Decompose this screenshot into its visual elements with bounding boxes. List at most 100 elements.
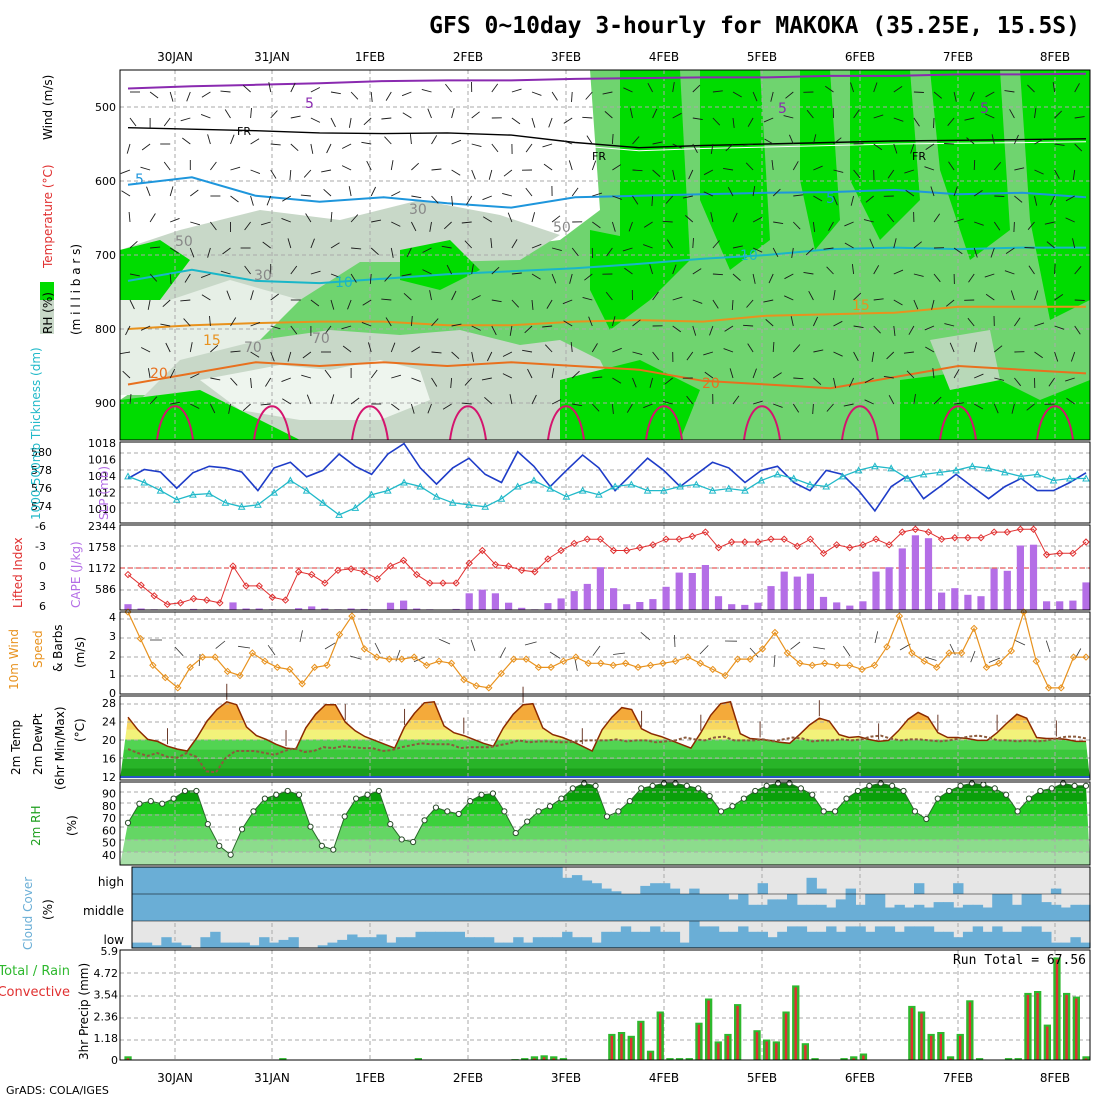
rh-marker: [204, 821, 211, 828]
wind-barb: [220, 270, 231, 275]
wind-barb: [445, 83, 452, 93]
cloud-middle-bar: [298, 894, 309, 921]
wind-barb: [729, 368, 734, 379]
cape-tick-label: 1758: [88, 541, 116, 554]
wind-barb: [692, 299, 703, 304]
cloud-middle-bar: [581, 894, 593, 921]
panel-frame: [119, 524, 1091, 611]
cloud-low-bar: [220, 942, 231, 948]
wind-barb: [527, 368, 533, 379]
cloud-middle-bar: [630, 894, 641, 921]
cloud-high-bar: [298, 867, 309, 894]
wind-barb: [692, 237, 694, 249]
wind-barb: [147, 299, 151, 310]
wind-barb: [833, 290, 836, 301]
cape-bar: [452, 608, 460, 610]
rh-marker: [1014, 808, 1021, 815]
date-label-top: 3FEB: [551, 50, 581, 64]
thickness-marker: [530, 476, 538, 484]
wind-barb: [953, 247, 963, 255]
wind-barb: [491, 143, 499, 153]
cape-bar: [400, 600, 408, 610]
cloud-high-bar: [376, 867, 387, 894]
heating-contour: [547, 405, 585, 441]
wind-barb: [931, 299, 935, 310]
lifted-index-marker: [557, 546, 565, 555]
wind-barb: [482, 216, 493, 223]
cape-bar: [793, 576, 801, 610]
cloud-high-bar: [151, 867, 162, 894]
wind-barb: [622, 247, 633, 252]
lifted-index-marker: [321, 579, 329, 587]
wind-barb: [933, 273, 941, 283]
rh-band: [120, 839, 1090, 853]
date-label-bottom: 31JAN: [254, 1071, 290, 1085]
dewpoint-line: [127, 734, 1087, 774]
wind-barb: [509, 325, 513, 336]
cape-bar: [1082, 582, 1090, 610]
wind-barb: [1009, 109, 1015, 119]
cape-bar: [137, 608, 145, 610]
rh-marker: [398, 836, 405, 843]
wind-barb: [731, 299, 734, 311]
wind-barb: [169, 91, 174, 102]
wind-barb: [431, 318, 439, 327]
wind-barb: [629, 108, 633, 119]
precip-convective-bar: [920, 1013, 923, 1060]
wind-barb: [812, 134, 817, 145]
date-label-bottom: 1FEB: [355, 1071, 385, 1085]
thickness-marker: [903, 474, 912, 482]
wind-barb: [330, 211, 333, 223]
wind-barb: [606, 247, 613, 257]
wind-speed-marker: [236, 671, 244, 680]
wind-barb: [746, 299, 754, 308]
wind-barb: [686, 395, 694, 405]
thickness-marker: [513, 482, 522, 490]
cape-bar: [1016, 545, 1024, 610]
wind-barb: [784, 273, 794, 280]
wind-barb: [632, 351, 643, 356]
cloud-middle-bar: [962, 904, 974, 921]
slp-axis-label: SLP (mb): [97, 466, 111, 520]
panel-frame: [119, 781, 1091, 866]
wind-barb: [752, 368, 757, 379]
contour-label: 5: [980, 101, 989, 117]
wind-barb: [1054, 351, 1059, 362]
rh-marker: [444, 808, 451, 815]
wind-barb: [381, 117, 392, 120]
wind-barb: [190, 373, 200, 379]
contour-label: 15: [203, 333, 221, 349]
wind-barb: [853, 325, 864, 329]
surface-wind-barb: [524, 641, 537, 646]
wind-barb: [384, 136, 392, 145]
wind-barb: [427, 108, 432, 119]
contour-label: 20: [150, 366, 168, 382]
rh-band: [120, 826, 1090, 840]
wind-speed-marker: [460, 675, 468, 684]
cloud-middle-bar: [571, 894, 583, 921]
wind-barb: [604, 111, 613, 119]
lifted-index-marker: [1082, 538, 1090, 546]
wind-barb: [886, 351, 895, 360]
wind-barb: [441, 245, 452, 249]
surface-wind-barb: [499, 647, 506, 659]
cloud-low-bar: [1002, 931, 1013, 948]
cloud-middle-bar: [796, 904, 808, 921]
lifted-index-marker: [360, 568, 368, 576]
cloud-level-label: low: [104, 933, 125, 947]
chart-title: GFS 0~10day 3-hourly for MAKOKA (35.25E,…: [429, 13, 1080, 39]
cloud-middle-bar: [884, 907, 896, 921]
wind-speed-marker: [1044, 684, 1053, 692]
heating-contour: [253, 405, 291, 441]
rh-marker: [1071, 782, 1078, 789]
isotherm-10: [127, 246, 1086, 285]
precip-convective-bar: [707, 1000, 710, 1060]
temp-tick-label: 12: [102, 771, 116, 784]
cape-bar: [859, 601, 867, 610]
rh-marker: [774, 780, 782, 787]
thickness-marker: [497, 494, 506, 502]
slp-tick-label: 1012: [88, 487, 116, 500]
lifted-index-marker: [688, 532, 697, 541]
wind-barb: [341, 143, 352, 149]
